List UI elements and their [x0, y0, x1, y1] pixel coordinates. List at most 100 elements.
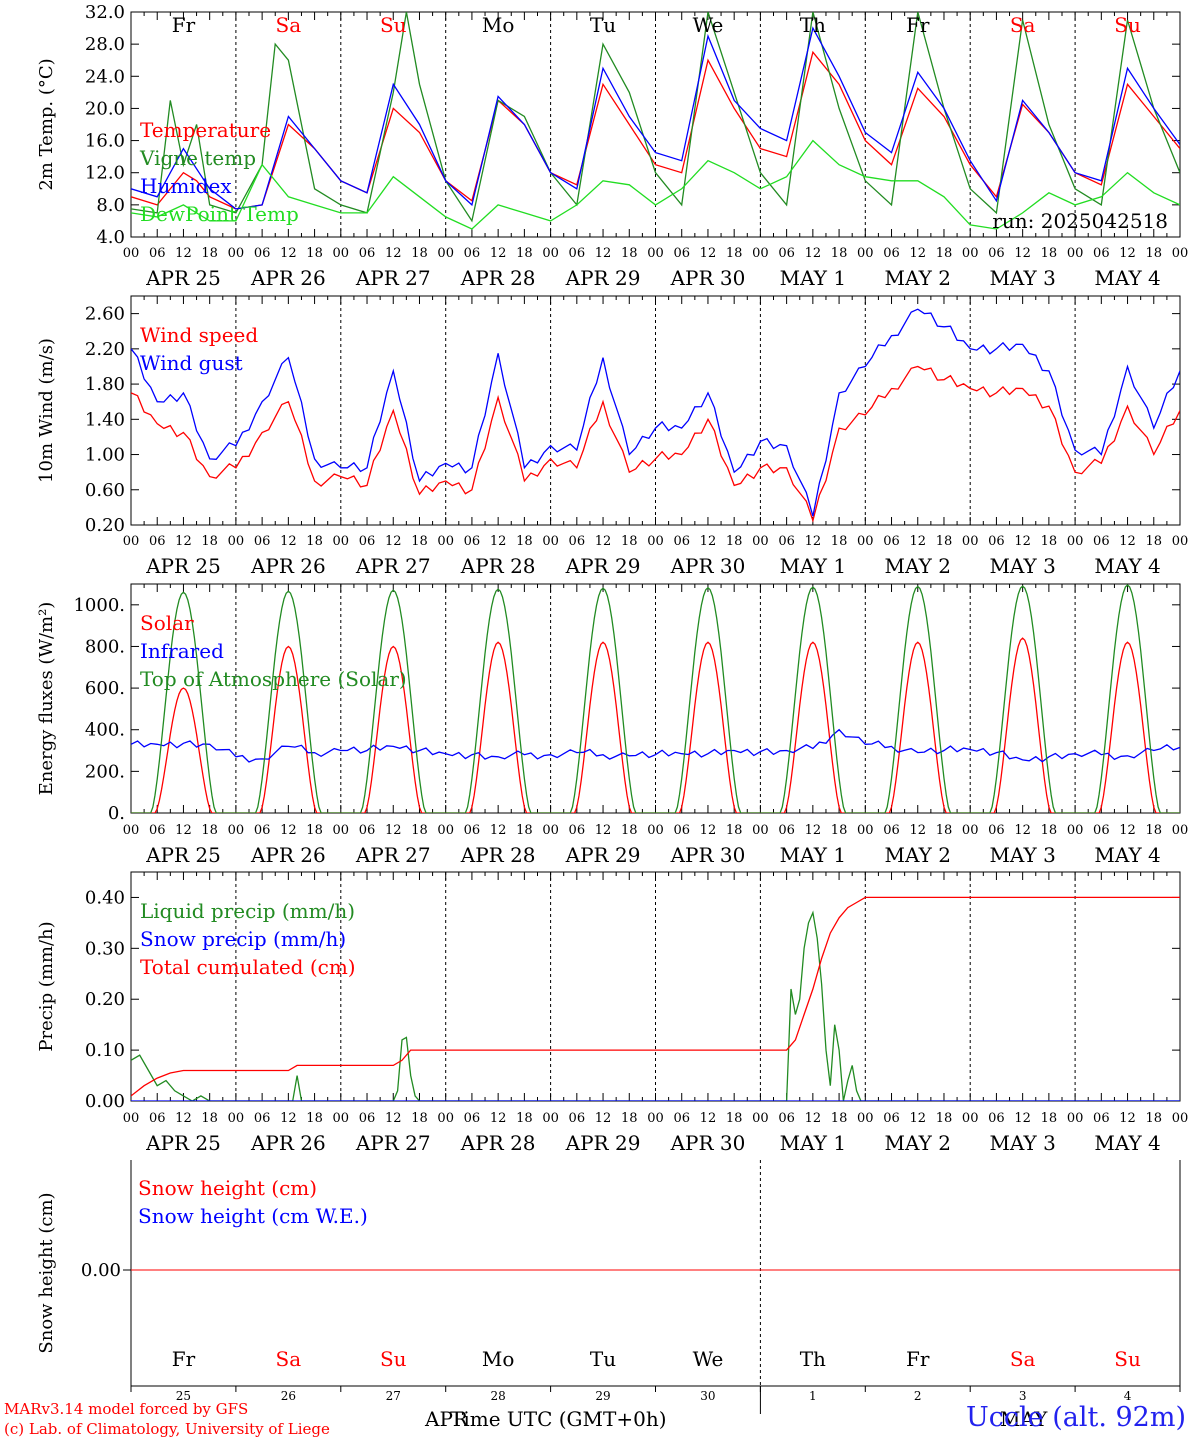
date-label: APR 28 [460, 1131, 536, 1155]
date-label: APR 27 [355, 843, 431, 867]
run-annotation: run: 2025042518 [992, 209, 1168, 233]
hour-label: 12 [595, 246, 612, 261]
y-tick-label: 600. [85, 678, 125, 699]
date-label: APR 28 [460, 843, 536, 867]
y-tick-label: 20.0 [85, 98, 125, 119]
series-line-infrared [131, 728, 1180, 763]
hour-label: 18 [621, 246, 638, 261]
hour-label: 00 [437, 246, 454, 261]
hour-label: 06 [359, 823, 376, 838]
weekday-label: Th [800, 1347, 826, 1371]
hour-label: 06 [988, 534, 1005, 549]
panel-5: Snow height (cm) 0.00 Snow height (cm) Snow… [36, 1160, 1181, 1387]
hour-label: 12 [385, 1111, 402, 1126]
panel-2: 0.20 0.60 1.00 1.40 1.80 2.20 2.60 10m Wind (m/… [36, 295, 1188, 578]
hour-label: 18 [621, 1111, 638, 1126]
day-number-label: 1 [809, 1389, 817, 1403]
y-tick-label: 1.80 [85, 374, 125, 395]
hour-label: 00 [647, 246, 664, 261]
hour-label: 00 [962, 823, 979, 838]
station-label: Uccle (alt. 92m) [966, 1402, 1186, 1433]
y-tick-label: 0.30 [85, 938, 125, 959]
y-tick-label: 12.0 [85, 163, 125, 184]
hour-label: 06 [883, 823, 900, 838]
date-label: APR 30 [670, 1131, 746, 1155]
hour-label: 12 [490, 534, 507, 549]
date-label: MAY 4 [1094, 554, 1160, 578]
panel-3: 0. 200. 400. 600. 800. 1000. Energy fluxes (W/… [36, 583, 1188, 867]
hour-label: 06 [778, 246, 795, 261]
y-axis-title: 10m Wind (m/s) [36, 338, 57, 483]
hour-label: 18 [306, 534, 323, 549]
hour-label: 18 [726, 246, 743, 261]
legend-entry: Liquid precip (mm/h) [140, 899, 355, 923]
hour-label: 00 [962, 534, 979, 549]
y-tick-label: 0.10 [85, 1040, 125, 1061]
weekday-label: Th [800, 13, 826, 37]
hour-label: 12 [700, 823, 717, 838]
hour-label: 06 [359, 534, 376, 549]
date-label: MAY 1 [780, 554, 846, 578]
legend-entry: Infrared [140, 639, 224, 663]
date-label: MAY 3 [989, 266, 1055, 290]
day-number-label: 29 [595, 1389, 610, 1403]
hour-label: 18 [306, 246, 323, 261]
hour-label: 12 [1014, 246, 1031, 261]
hour-label: 18 [411, 1111, 428, 1126]
hour-label: 18 [201, 534, 218, 549]
y-tick-label: 0.60 [85, 480, 125, 501]
legend-entry: Wind speed [140, 323, 258, 347]
legend-entry: DewPoint Temp [140, 202, 299, 226]
y-tick-label: 4.0 [96, 227, 125, 248]
date-label: MAY 2 [885, 266, 951, 290]
hour-label: 06 [464, 246, 481, 261]
date-label: MAY 2 [885, 1131, 951, 1155]
series-line-vigne-temp [131, 12, 1180, 223]
weekday-label: Sa [1010, 13, 1036, 37]
hour-label: 00 [542, 823, 559, 838]
y-tick-label: 0.40 [85, 887, 125, 908]
date-label: MAY 4 [1094, 1131, 1160, 1155]
hour-label: 06 [464, 823, 481, 838]
hour-label: 00 [333, 246, 350, 261]
hour-label: 18 [201, 1111, 218, 1126]
hour-label: 12 [175, 246, 192, 261]
hour-label: 18 [201, 246, 218, 261]
series-line-total-cumulated-cm- [131, 896, 1180, 1097]
hour-label: 18 [411, 246, 428, 261]
legend-entry: Wind gust [140, 351, 243, 375]
hour-label: 12 [909, 534, 926, 549]
y-tick-label: 800. [85, 636, 125, 657]
y-tick-label: 400. [85, 720, 125, 741]
y-axis-title: Precip (mm/h) [36, 921, 57, 1051]
series-line-humidex [131, 26, 1180, 210]
hour-label: 12 [909, 1111, 926, 1126]
y-tick-label: 16.0 [85, 131, 125, 152]
hour-label: 18 [726, 823, 743, 838]
hour-label: 18 [936, 823, 953, 838]
hour-label: 18 [516, 1111, 533, 1126]
legend-entry: Snow height (cm W.E.) [138, 1204, 368, 1228]
hour-label: 06 [673, 1111, 690, 1126]
hour-label: 06 [149, 823, 166, 838]
weekday-label: Su [1114, 13, 1141, 37]
date-label: APR 26 [250, 843, 326, 867]
date-label: APR 29 [565, 266, 641, 290]
hour-label: 00 [437, 823, 454, 838]
date-label: APR 26 [250, 266, 326, 290]
hour-label: 12 [385, 534, 402, 549]
panel-4: 0.00 0.10 0.20 0.30 0.40 Precip (mm/h) 00 06 12 1… [36, 871, 1188, 1155]
hour-label: 00 [228, 246, 245, 261]
hour-label: 18 [201, 823, 218, 838]
hour-label: 12 [280, 246, 297, 261]
legend-entry: Top of Atmosphere (Solar) [140, 667, 407, 691]
weekday-label: Fr [172, 13, 196, 37]
hour-label: 06 [778, 1111, 795, 1126]
legend-entry: Total cumulated (cm) [140, 955, 356, 979]
date-label: APR 27 [355, 554, 431, 578]
hour-label: 12 [490, 823, 507, 838]
date-label: MAY 3 [989, 843, 1055, 867]
legend-entry: Humidex [140, 174, 232, 198]
hour-label: 12 [595, 823, 612, 838]
y-tick-label: 32.0 [85, 2, 125, 23]
